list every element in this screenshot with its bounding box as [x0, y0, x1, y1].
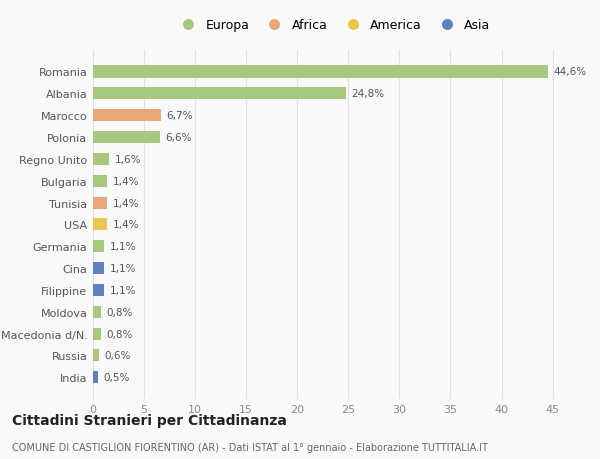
- Bar: [93, 153, 109, 166]
- Text: Cittadini Stranieri per Cittadinanza: Cittadini Stranieri per Cittadinanza: [12, 414, 287, 428]
- Text: 0,6%: 0,6%: [104, 351, 131, 361]
- Text: 24,8%: 24,8%: [352, 89, 385, 99]
- Text: 1,1%: 1,1%: [109, 242, 136, 252]
- Text: 1,6%: 1,6%: [115, 155, 141, 164]
- Bar: [93, 197, 107, 209]
- Text: 1,4%: 1,4%: [112, 198, 139, 208]
- Bar: [93, 263, 104, 274]
- Bar: [93, 67, 548, 78]
- Bar: [93, 219, 107, 231]
- Bar: [93, 306, 101, 318]
- Text: COMUNE DI CASTIGLION FIORENTINO (AR) - Dati ISTAT al 1° gennaio - Elaborazione T: COMUNE DI CASTIGLION FIORENTINO (AR) - D…: [12, 442, 488, 452]
- Bar: [93, 241, 104, 253]
- Bar: [93, 88, 346, 100]
- Bar: [93, 110, 161, 122]
- Text: 0,8%: 0,8%: [106, 329, 133, 339]
- Bar: [93, 175, 107, 187]
- Legend: Europa, Africa, America, Asia: Europa, Africa, America, Asia: [170, 14, 496, 37]
- Bar: [93, 284, 104, 297]
- Bar: [93, 350, 99, 362]
- Text: 1,4%: 1,4%: [112, 220, 139, 230]
- Text: 1,1%: 1,1%: [109, 263, 136, 274]
- Text: 6,6%: 6,6%: [166, 133, 192, 143]
- Bar: [93, 328, 101, 340]
- Text: 0,8%: 0,8%: [106, 307, 133, 317]
- Bar: [93, 132, 160, 144]
- Text: 44,6%: 44,6%: [554, 67, 587, 77]
- Text: 0,5%: 0,5%: [103, 373, 130, 382]
- Text: 6,7%: 6,7%: [167, 111, 193, 121]
- Bar: [93, 371, 98, 383]
- Text: 1,1%: 1,1%: [109, 285, 136, 295]
- Text: 1,4%: 1,4%: [112, 176, 139, 186]
